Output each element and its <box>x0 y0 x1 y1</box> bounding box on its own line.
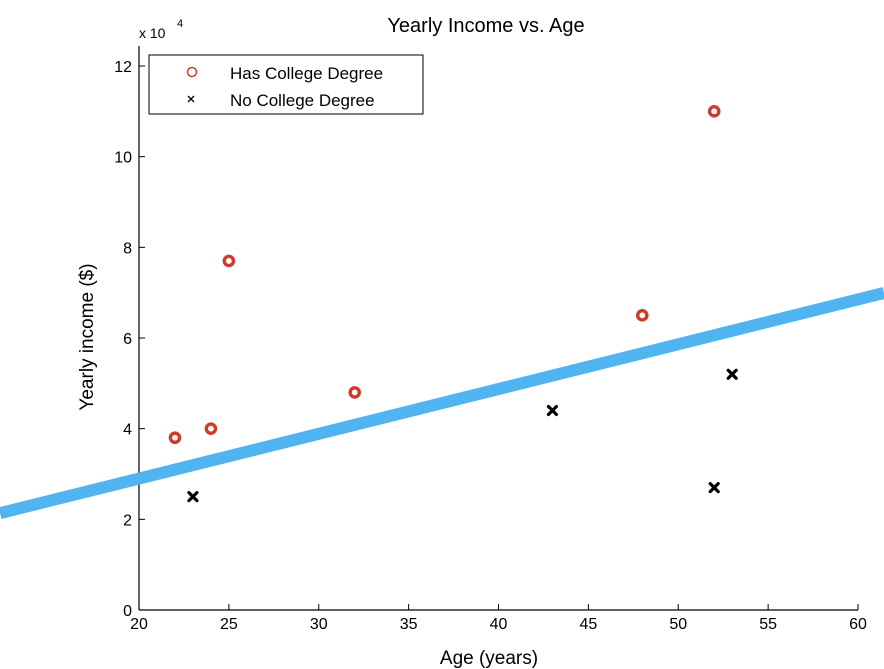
point-has-college-degree <box>168 431 182 445</box>
x-tick-label: 40 <box>490 616 508 633</box>
y-tick-label: 6 <box>123 331 132 348</box>
x-tick-label: 55 <box>759 616 777 633</box>
y-tick-label: 10 <box>114 150 132 167</box>
fit-line <box>0 287 884 519</box>
point-has-college-degree <box>204 422 218 435</box>
x-tick-label: 45 <box>579 616 597 633</box>
legend-box <box>148 54 424 115</box>
point-no-college-degree <box>187 491 199 503</box>
y-tick-label: 8 <box>123 240 132 257</box>
y-tick-label: 0 <box>123 603 132 620</box>
x-tick-label: 60 <box>849 616 867 633</box>
y-axis-title: Yearly income ($) <box>77 263 98 410</box>
fit-line-layer <box>0 287 884 519</box>
legend-marker-no-college-degree <box>187 95 195 103</box>
axis-ticks: 20 25 30 35 40 45 50 55 60 0 2 4 6 8 10 12 <box>114 59 867 633</box>
legend-marker-has-college-degree <box>186 66 198 78</box>
y-multiplier-base: x 10 <box>139 25 166 41</box>
y-tick-label: 12 <box>114 59 132 76</box>
legend-label-has-college-degree: Has College Degree <box>230 64 383 83</box>
point-has-college-degree <box>222 254 236 268</box>
y-multiplier-exponent: 4 <box>177 18 183 30</box>
y-tick-label: 4 <box>123 422 132 439</box>
x-tick-label: 30 <box>310 616 328 633</box>
point-no-college-degree <box>708 482 720 494</box>
y-tick-label: 2 <box>123 512 132 529</box>
point-has-college-degree <box>707 105 721 118</box>
point-has-college-degree <box>636 309 649 322</box>
x-tick-label: 20 <box>130 616 148 633</box>
legend: Has College Degree No College Degree <box>148 54 424 115</box>
x-tick-label: 35 <box>400 616 418 633</box>
x-axis-title: Age (years) <box>440 648 538 669</box>
x-tick-label: 25 <box>220 616 238 633</box>
point-has-college-degree <box>348 386 362 399</box>
x-tick-label: 50 <box>669 616 687 633</box>
point-no-college-degree <box>726 368 738 380</box>
point-no-college-degree <box>546 404 559 417</box>
data-points <box>168 105 738 503</box>
chart-title: Yearly Income vs. Age <box>387 15 584 37</box>
legend-label-no-college-degree: No College Degree <box>230 91 375 110</box>
